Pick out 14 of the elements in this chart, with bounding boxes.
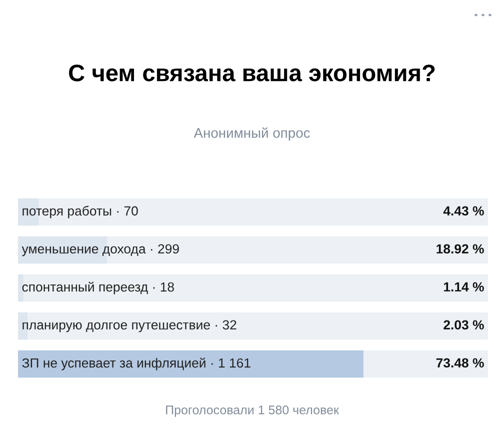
bar	[18, 274, 24, 302]
chart-subtitle: Анонимный опрос	[194, 127, 310, 141]
data-label: 4.43 %	[443, 206, 484, 216]
data-label: 18.92 %	[436, 244, 484, 254]
y-tick-label: планирую долгое путешествие · 32	[22, 320, 236, 332]
y-tick-label: спонтанный переезд · 18	[22, 282, 174, 294]
data-label: 73.48 %	[436, 358, 484, 368]
data-label: 2.03 %	[444, 320, 484, 330]
text: Проголосовали 1 580 человек	[166, 406, 339, 417]
y-tick-label: ЗП не успевает за инфляцией · 1 161	[22, 358, 250, 370]
chart-title: С чем связана ваша экономия?	[69, 64, 435, 82]
y-tick-label: потеря работы · 70	[22, 206, 138, 218]
y-tick-label: уменьшение дохода · 299	[22, 244, 179, 256]
data-label: 1.14 %	[444, 282, 484, 292]
